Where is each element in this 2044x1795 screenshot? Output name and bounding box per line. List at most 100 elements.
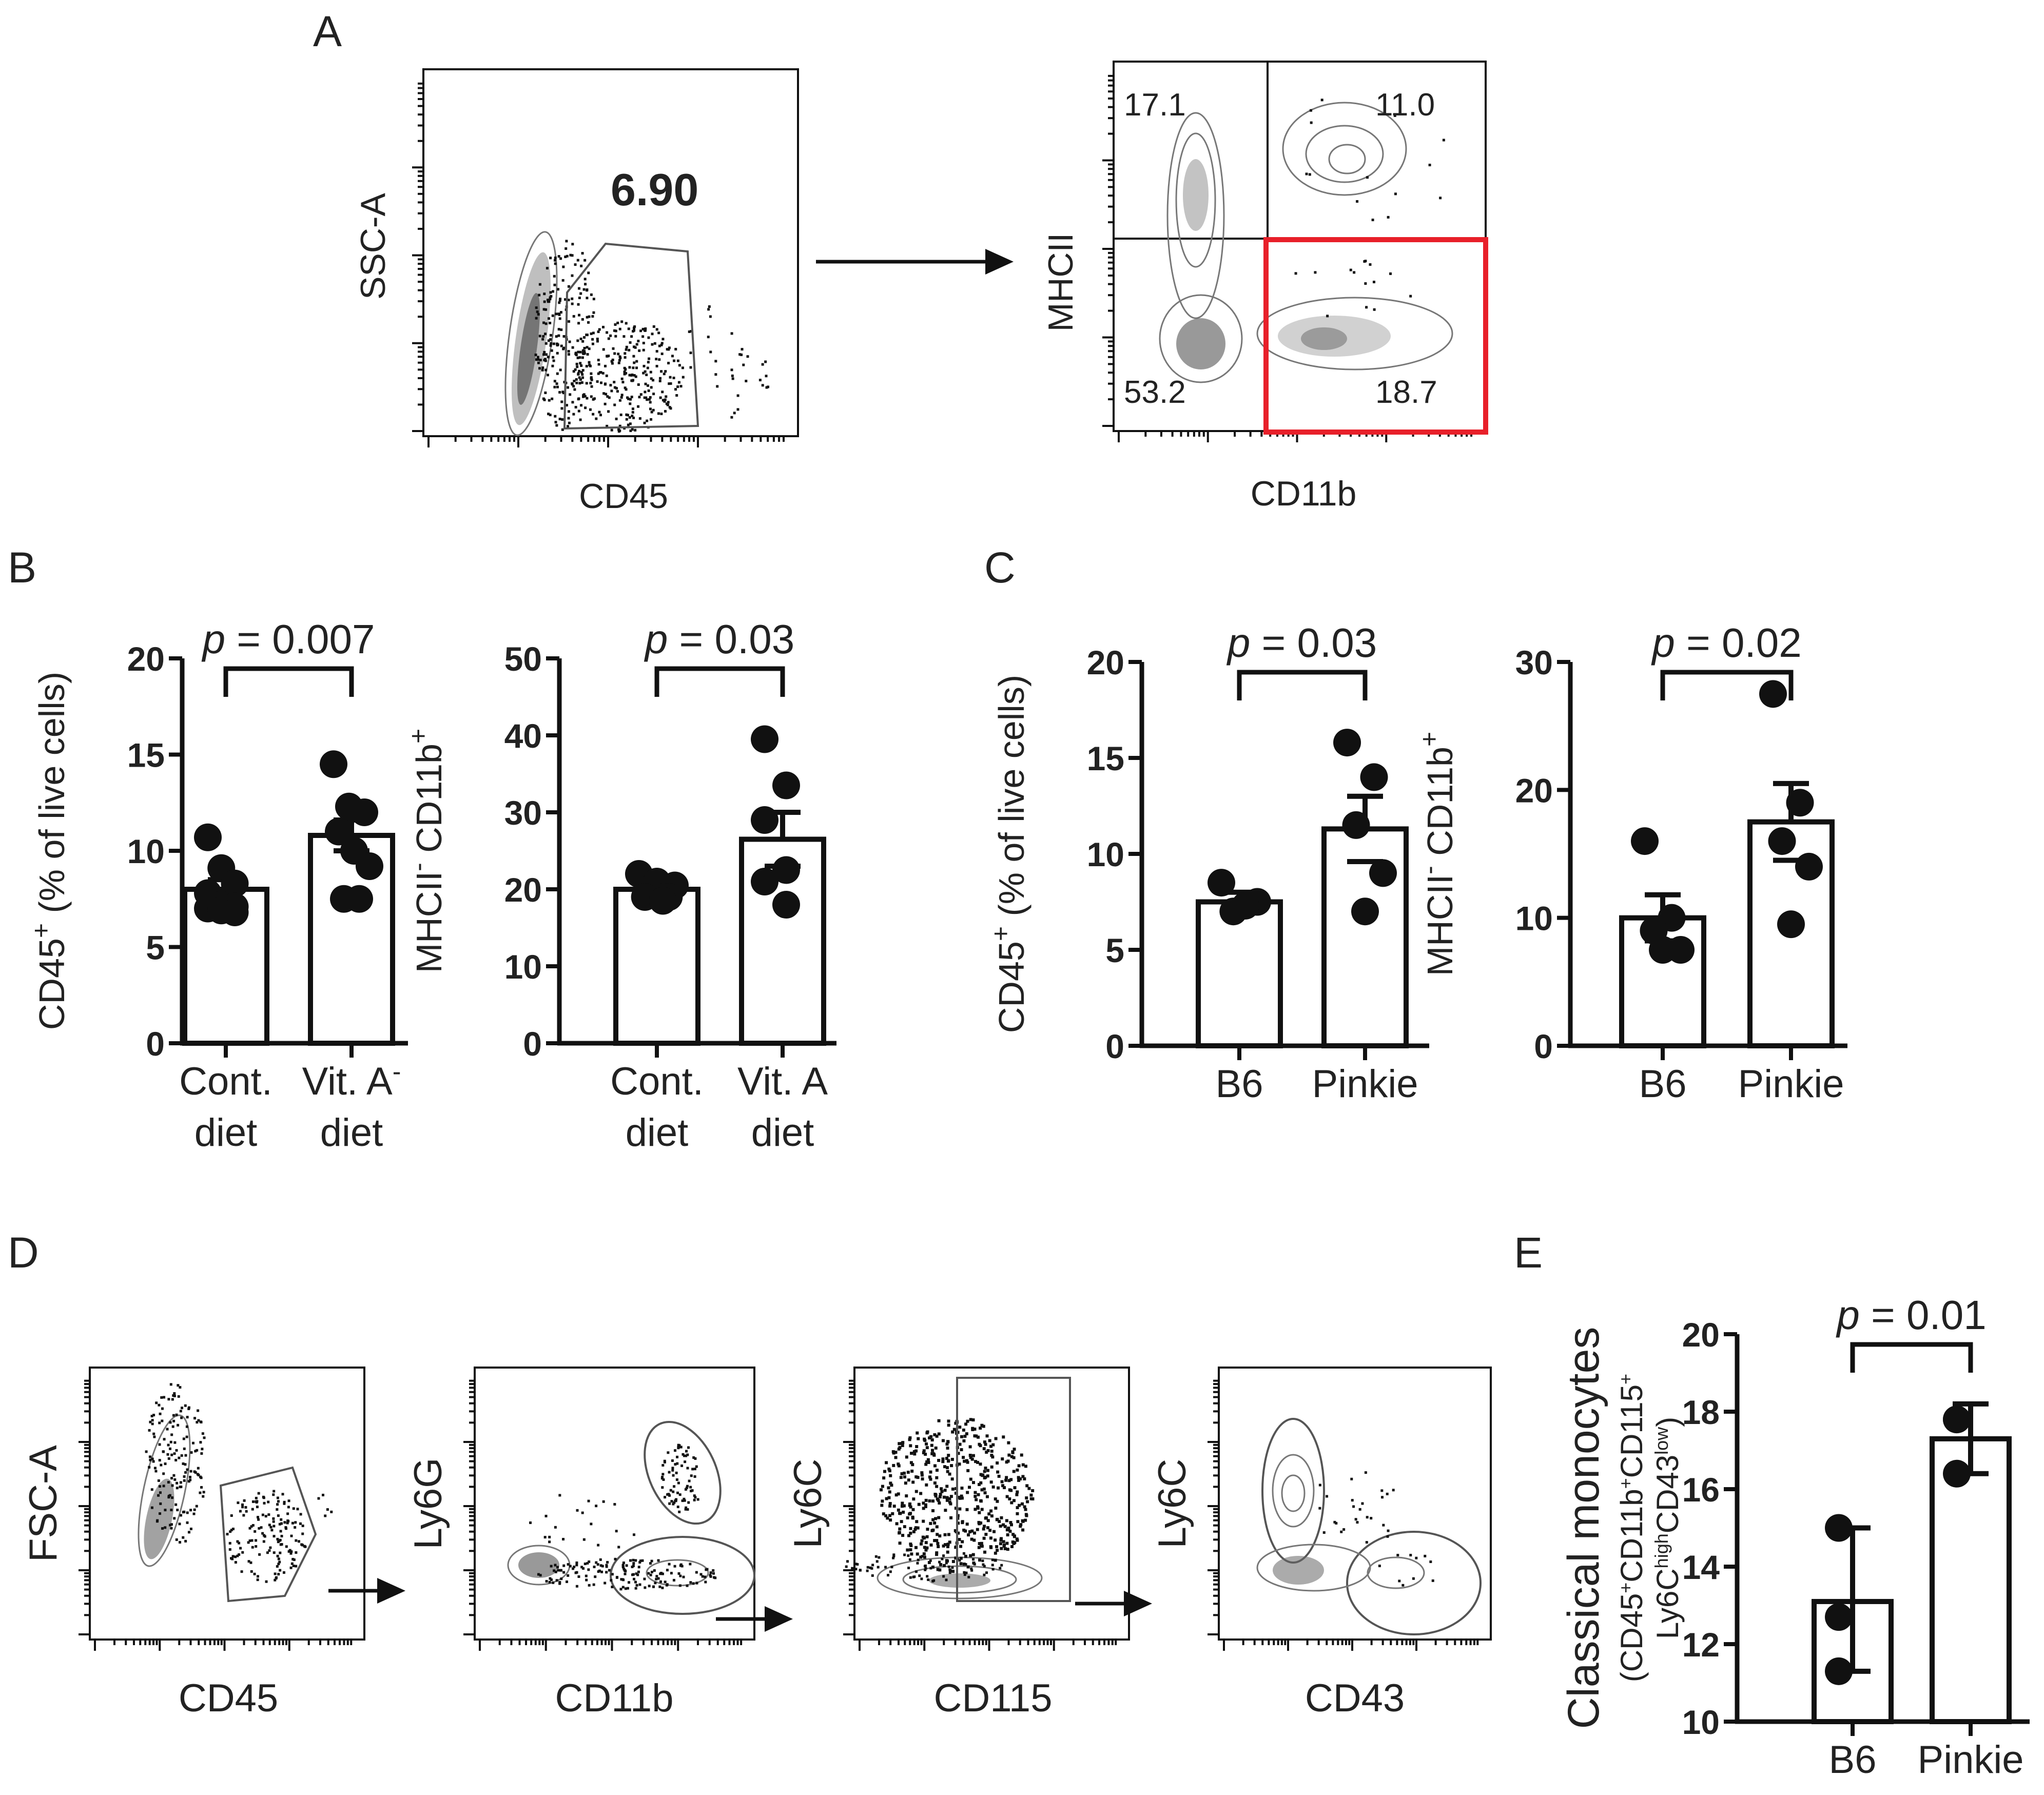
event-dot bbox=[584, 406, 587, 409]
event-dot bbox=[981, 1559, 984, 1563]
event-dot bbox=[649, 407, 652, 411]
event-dot bbox=[548, 1535, 551, 1538]
event-dot bbox=[885, 1461, 888, 1465]
event-dot bbox=[948, 1500, 951, 1504]
event-dot bbox=[689, 366, 692, 369]
event-dot bbox=[871, 1574, 874, 1577]
event-dot bbox=[172, 1474, 176, 1477]
event-dot bbox=[977, 1493, 980, 1496]
event-dot bbox=[910, 1552, 913, 1556]
event-dot bbox=[888, 1514, 892, 1517]
event-dot bbox=[272, 1551, 276, 1554]
event-dot bbox=[580, 370, 583, 374]
event-dot bbox=[1025, 1484, 1029, 1488]
event-dot bbox=[543, 359, 546, 362]
event-dot bbox=[618, 327, 621, 330]
event-dot bbox=[951, 1487, 955, 1491]
event-dot bbox=[1392, 1489, 1395, 1492]
event-dot bbox=[637, 1570, 640, 1573]
event-dot bbox=[538, 294, 541, 297]
event-dot bbox=[655, 358, 658, 361]
event-dot bbox=[269, 1526, 272, 1529]
y-axis-label: (CD45+CD11b+CD115+ bbox=[1614, 1374, 1649, 1682]
event-dot bbox=[897, 1508, 900, 1512]
event-dot bbox=[714, 373, 717, 376]
event-dot bbox=[174, 1458, 178, 1461]
event-dot bbox=[277, 1514, 280, 1517]
event-dot bbox=[173, 1441, 177, 1444]
event-dot bbox=[707, 336, 710, 339]
event-dot bbox=[150, 1488, 153, 1491]
event-dot bbox=[542, 308, 546, 311]
event-dot bbox=[537, 313, 540, 316]
label-part: (% of live cells) bbox=[32, 672, 72, 923]
data-point bbox=[1825, 1603, 1853, 1631]
event-dot bbox=[963, 1434, 967, 1438]
event-dot bbox=[558, 1581, 561, 1584]
gating-arrow bbox=[716, 1606, 793, 1632]
panel-label-c: C bbox=[984, 543, 1016, 592]
p-value-label: p = 0.02 bbox=[1651, 620, 1801, 666]
event-dot bbox=[556, 385, 559, 388]
event-dot bbox=[577, 409, 580, 413]
event-dot bbox=[1029, 1497, 1033, 1500]
event-dot bbox=[658, 1585, 661, 1588]
y-tick-label: 15 bbox=[1087, 739, 1124, 777]
event-dot bbox=[935, 1434, 939, 1438]
event-dot bbox=[572, 413, 575, 416]
event-dot bbox=[983, 1565, 986, 1568]
panel-label-b: B bbox=[8, 543, 36, 592]
event-dot bbox=[938, 1495, 942, 1498]
event-dot bbox=[289, 1552, 293, 1555]
event-dot bbox=[914, 1526, 918, 1530]
event-dot bbox=[922, 1552, 926, 1556]
event-dot bbox=[927, 1578, 930, 1582]
event-dot bbox=[761, 363, 764, 366]
event-dot bbox=[691, 1489, 694, 1492]
event-dot bbox=[887, 1486, 890, 1490]
event-dot bbox=[632, 1533, 635, 1536]
y-tick-label: 15 bbox=[127, 736, 165, 774]
y-tick-label: 12 bbox=[1682, 1626, 1720, 1664]
event-dot bbox=[288, 1549, 291, 1552]
event-dot bbox=[668, 1471, 671, 1474]
event-dot bbox=[931, 1499, 935, 1503]
p-symbol: p bbox=[1227, 620, 1251, 666]
event-dot bbox=[987, 1512, 991, 1516]
event-dot bbox=[557, 288, 560, 291]
event-dot bbox=[895, 1522, 899, 1526]
event-dot bbox=[983, 1573, 986, 1576]
event-dot bbox=[657, 1577, 660, 1580]
axis-ticks bbox=[79, 1379, 353, 1651]
event-dot bbox=[889, 1570, 892, 1573]
event-dot bbox=[166, 1428, 169, 1431]
event-dot bbox=[1024, 1518, 1027, 1522]
event-dot bbox=[260, 1526, 263, 1529]
event-dot bbox=[934, 1493, 938, 1497]
event-dot bbox=[551, 314, 554, 317]
event-dot bbox=[1386, 1492, 1389, 1495]
event-dot bbox=[767, 385, 770, 388]
event-dot bbox=[650, 418, 653, 421]
event-dot bbox=[950, 1464, 953, 1468]
event-dot bbox=[889, 1481, 892, 1485]
event-dot bbox=[624, 1587, 627, 1590]
event-dot bbox=[605, 1565, 608, 1568]
event-dot bbox=[991, 1485, 995, 1489]
event-dot bbox=[299, 1513, 302, 1516]
event-dot bbox=[202, 1491, 205, 1494]
event-dot bbox=[571, 302, 574, 305]
event-dot bbox=[586, 288, 589, 291]
event-dot bbox=[964, 1563, 967, 1566]
label-part: MHCII bbox=[1420, 874, 1460, 976]
event-dot bbox=[888, 1501, 892, 1505]
highlight-gate bbox=[1263, 237, 1488, 435]
event-dot bbox=[560, 407, 563, 410]
event-dot bbox=[962, 1528, 966, 1532]
event-dot bbox=[931, 1509, 935, 1513]
event-dot bbox=[548, 399, 551, 402]
event-dot bbox=[571, 382, 574, 385]
event-dot bbox=[962, 1563, 966, 1566]
event-dot bbox=[1366, 176, 1369, 179]
event-dot bbox=[253, 1572, 256, 1575]
